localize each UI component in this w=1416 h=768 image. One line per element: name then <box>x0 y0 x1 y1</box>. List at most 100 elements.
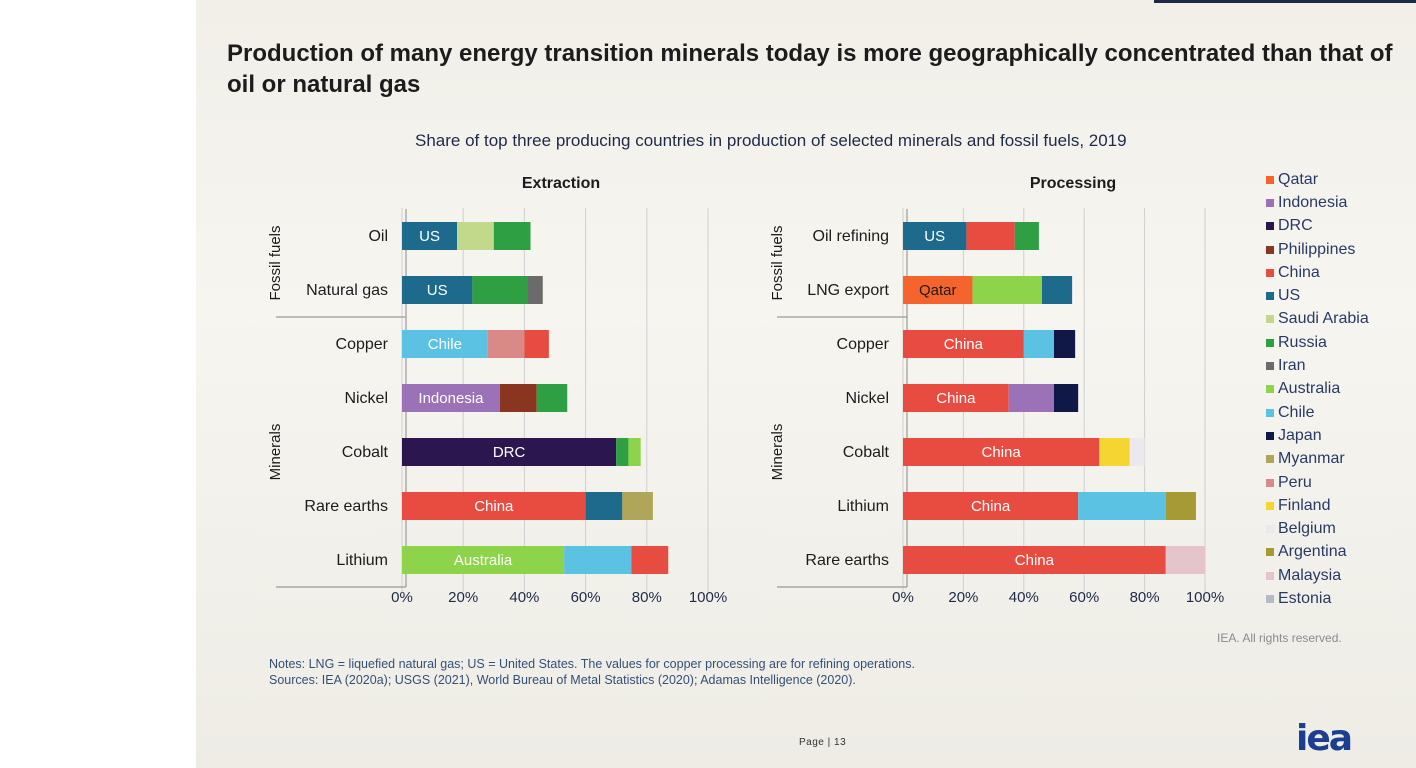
legend-swatch <box>1266 292 1274 301</box>
bar-segment <box>1054 330 1076 358</box>
bar-segment <box>1014 222 1039 250</box>
x-tick-label: 0% <box>892 589 914 606</box>
bar-segment-label: US <box>419 228 440 245</box>
bar-segment <box>966 222 1015 250</box>
bar-segment <box>1041 276 1073 304</box>
bar-segment <box>903 276 973 304</box>
bar-segment <box>402 276 473 304</box>
legend-label: Finland <box>1278 496 1331 514</box>
legend-item: Peru <box>1266 471 1369 494</box>
legend-swatch <box>1266 175 1274 184</box>
bar-segment <box>1129 438 1145 466</box>
legend-item: Finland <box>1266 494 1369 517</box>
bar-segment-label: US <box>924 228 945 245</box>
bar-segment <box>585 492 623 520</box>
bar-segment <box>1054 384 1079 412</box>
category-label: Nickel <box>344 390 388 407</box>
bar-segment <box>402 438 617 466</box>
chart-title: Extraction <box>522 175 600 192</box>
legend-item: Saudi Arabia <box>1266 308 1369 331</box>
bar-segment <box>1078 492 1166 520</box>
category-label: Rare earths <box>805 552 889 569</box>
legend-item: Australia <box>1266 378 1369 401</box>
legend-swatch <box>1266 525 1274 534</box>
bar-segment <box>1023 330 1054 358</box>
legend-item: Philippines <box>1266 238 1369 261</box>
bar-segment <box>631 546 669 574</box>
bar-segment <box>972 276 1042 304</box>
x-tick-label: 100% <box>1186 589 1224 606</box>
legend-swatch <box>1266 198 1274 207</box>
legend-swatch <box>1266 548 1274 557</box>
legend-swatch <box>1266 385 1274 394</box>
category-label: Nickel <box>845 390 889 407</box>
legend-swatch <box>1266 455 1274 464</box>
x-tick-label: 80% <box>632 589 662 606</box>
bar-segment-label: China <box>944 336 984 353</box>
bar-segment <box>1008 384 1054 412</box>
x-tick-label: 60% <box>571 589 601 606</box>
legend-item: Indonesia <box>1266 191 1369 214</box>
bar-segment <box>524 330 549 358</box>
bar-segment <box>564 546 632 574</box>
legend-item: Iran <box>1266 354 1369 377</box>
x-tick-label: 20% <box>948 589 978 606</box>
x-tick-label: 100% <box>689 589 727 606</box>
legend-label: Estonia <box>1278 589 1332 607</box>
bar-segment <box>536 384 568 412</box>
category-label: Copper <box>336 336 389 353</box>
category-label: Cobalt <box>342 444 389 461</box>
slide: Production of many energy transition min… <box>196 0 1416 768</box>
x-tick-label: 40% <box>1009 589 1039 606</box>
bar-segment <box>402 222 458 250</box>
bar-segment <box>472 276 528 304</box>
legend-item: Russia <box>1266 331 1369 354</box>
legend-swatch <box>1266 362 1274 371</box>
bar-segment-label: Indonesia <box>418 390 484 407</box>
category-label: LNG export <box>807 282 889 299</box>
bar-segment-label: Australia <box>454 552 513 569</box>
category-label: Oil <box>368 228 388 245</box>
group-label: Fossil fuels <box>769 225 786 300</box>
sources-text: Sources: IEA (2020a); USGS (2021), World… <box>269 673 856 687</box>
legend-item: Estonia <box>1266 587 1369 610</box>
notes-text: Notes: LNG = liquefied natural gas; US =… <box>269 657 915 671</box>
bar-segment <box>457 222 494 250</box>
x-tick-label: 0% <box>391 589 413 606</box>
legend-label: Australia <box>1278 380 1341 398</box>
bar-segment-label: China <box>474 498 514 515</box>
bar-segment-label: China <box>1015 552 1055 569</box>
bar-segment-label: China <box>936 390 976 407</box>
top-accent-bar <box>1154 0 1416 3</box>
legend-label: Belgium <box>1278 520 1336 538</box>
x-tick-label: 60% <box>1069 589 1099 606</box>
legend-swatch <box>1266 268 1274 277</box>
legend: Qatar Indonesia DRC Philippines China US Saudi… <box>1266 168 1369 611</box>
legend-item: China <box>1266 261 1369 284</box>
legend-label: Philippines <box>1278 240 1356 258</box>
legend-swatch <box>1266 501 1274 510</box>
legend-label: Myanmar <box>1278 450 1345 468</box>
legend-label: Qatar <box>1278 170 1319 188</box>
bar-segment <box>493 222 531 250</box>
x-tick-label: 80% <box>1130 589 1160 606</box>
legend-label: Peru <box>1278 473 1312 491</box>
bar-segment <box>1099 438 1130 466</box>
bar-segment <box>402 330 488 358</box>
category-label: Natural gas <box>306 282 388 299</box>
legend-item: Argentina <box>1266 541 1369 564</box>
group-label: Minerals <box>267 424 284 481</box>
category-label: Lithium <box>837 498 889 515</box>
legend-item: DRC <box>1266 215 1369 238</box>
legend-item: Chile <box>1266 401 1369 424</box>
legend-item: Belgium <box>1266 517 1369 540</box>
legend-swatch <box>1266 408 1274 417</box>
legend-swatch <box>1266 571 1274 580</box>
chart-title: Processing <box>1030 175 1116 192</box>
legend-label: Chile <box>1278 403 1315 421</box>
legend-label: US <box>1278 287 1301 305</box>
bar-segment <box>903 492 1079 520</box>
legend-swatch <box>1266 245 1274 254</box>
bar-segment <box>499 384 537 412</box>
bar-segment-label: China <box>982 444 1022 461</box>
